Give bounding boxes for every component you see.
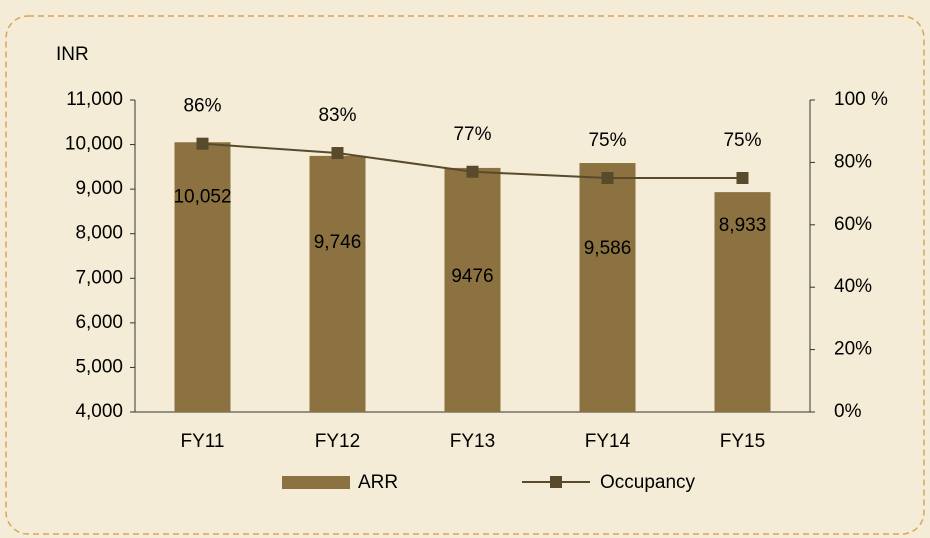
- y2-tick-label: 100 %: [834, 89, 888, 110]
- x-tick-label: FY15: [720, 431, 765, 452]
- y-tick-label: 7,000: [75, 267, 123, 288]
- legend-label: ARR: [358, 472, 398, 493]
- line-value-label: 75%: [723, 130, 761, 151]
- bar-value-label: 9,746: [314, 232, 362, 253]
- bar: [174, 142, 231, 412]
- line-marker: [601, 172, 614, 184]
- line-marker: [466, 165, 479, 178]
- bar: [579, 163, 636, 412]
- y-axis-label: INR: [56, 44, 89, 65]
- line-value-label: 86%: [183, 96, 221, 117]
- y-tick-label: 10,000: [65, 134, 123, 155]
- bar-value-label: 9,586: [584, 238, 632, 259]
- line-value-label: 77%: [453, 124, 491, 145]
- x-tick-label: FY11: [180, 431, 224, 452]
- y-tick-label: 5,000: [75, 356, 123, 377]
- line-marker: [196, 137, 209, 150]
- line-marker: [331, 147, 344, 160]
- y2-tick-label: 40%: [834, 276, 872, 297]
- y2-tick-label: 0%: [834, 401, 862, 422]
- bar: [714, 192, 771, 412]
- legend-swatch: [282, 476, 350, 489]
- legend-swatch-marker: [550, 476, 562, 488]
- y-tick-label: 8,000: [75, 223, 123, 244]
- x-tick-label: FY12: [315, 431, 360, 452]
- y2-tick-label: 60%: [834, 214, 872, 235]
- y-tick-label: 11,000: [66, 89, 123, 110]
- line-value-label: 83%: [318, 105, 356, 126]
- bar: [309, 155, 366, 412]
- x-tick-label: FY14: [585, 431, 631, 452]
- legend-label: Occupancy: [600, 472, 696, 493]
- x-tick-label: FY13: [450, 431, 495, 452]
- bar: [444, 167, 501, 412]
- bar-value-label: 10,052: [173, 186, 231, 207]
- line-value-label: 75%: [588, 130, 626, 151]
- y2-tick-label: 20%: [834, 339, 872, 360]
- bar-value-label: 9476: [451, 266, 493, 287]
- line-marker: [736, 172, 749, 184]
- y-tick-label: 6,000: [75, 312, 123, 333]
- y-tick-label: 9,000: [75, 178, 123, 199]
- bar-value-label: 8,933: [719, 215, 767, 236]
- y2-tick-label: 80%: [834, 151, 872, 172]
- y-tick-label: 4,000: [75, 401, 123, 422]
